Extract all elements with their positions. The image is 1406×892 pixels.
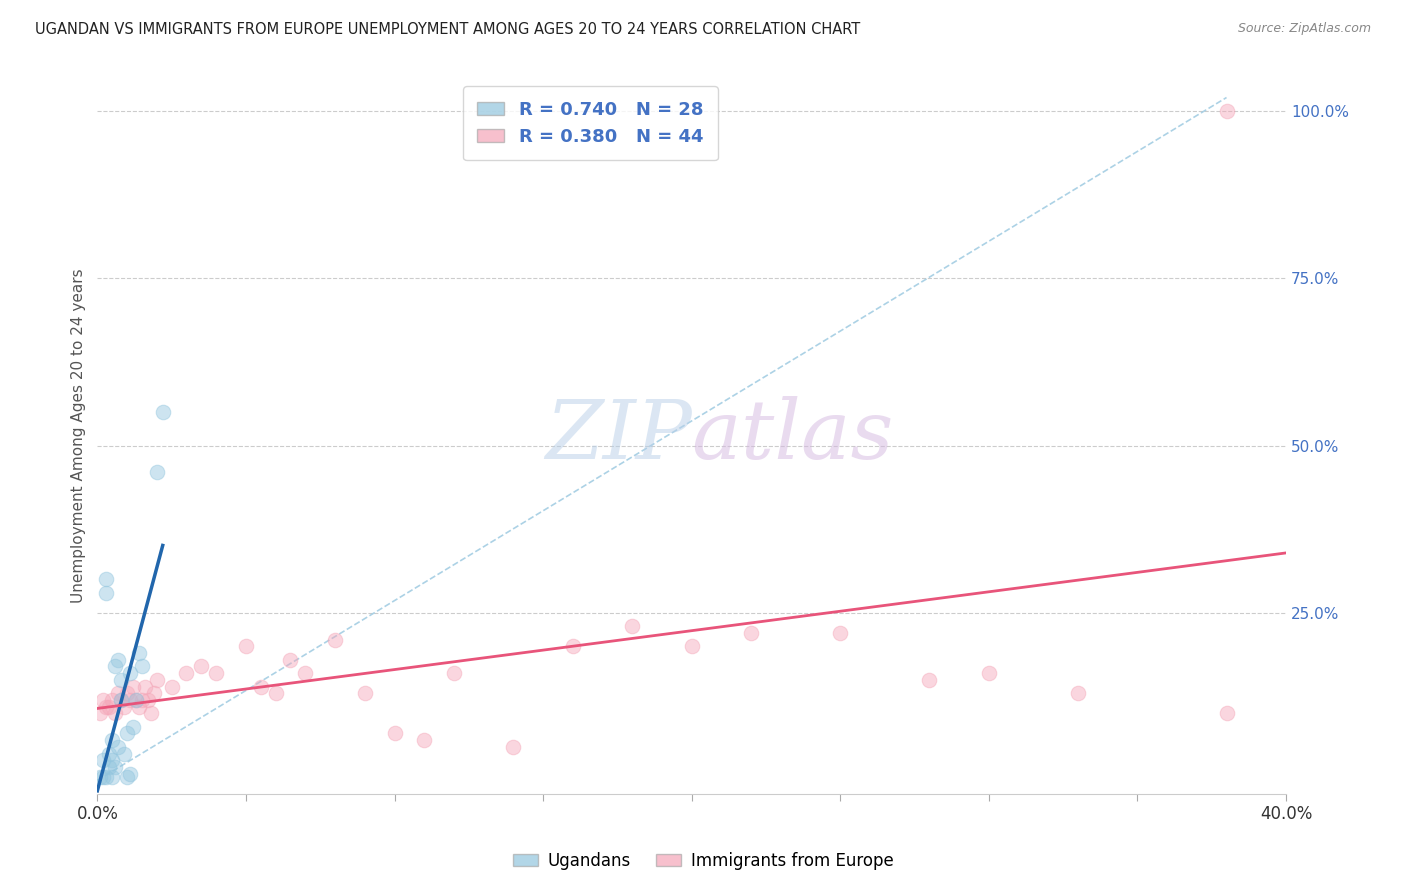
Point <box>128 646 150 660</box>
Point <box>1215 706 1237 721</box>
Point <box>101 770 124 784</box>
Point <box>96 699 118 714</box>
Point <box>125 693 148 707</box>
Text: atlas: atlas <box>692 395 894 475</box>
Point <box>107 686 129 700</box>
Point <box>112 699 135 714</box>
Point <box>128 699 150 714</box>
Point <box>160 680 183 694</box>
Point <box>91 770 114 784</box>
Point <box>91 753 114 767</box>
Point <box>280 653 302 667</box>
Point <box>96 770 118 784</box>
Point <box>146 673 169 687</box>
Point <box>104 659 127 673</box>
Point <box>353 686 375 700</box>
Text: Source: ZipAtlas.com: Source: ZipAtlas.com <box>1237 22 1371 36</box>
Point <box>118 766 141 780</box>
Y-axis label: Unemployment Among Ages 20 to 24 years: Unemployment Among Ages 20 to 24 years <box>72 268 86 603</box>
Point <box>98 747 121 761</box>
Point <box>122 680 145 694</box>
Point <box>323 632 346 647</box>
Point <box>118 693 141 707</box>
Point <box>107 653 129 667</box>
Point <box>413 733 436 747</box>
Point <box>115 770 138 784</box>
Point <box>235 640 257 654</box>
Point <box>249 680 271 694</box>
Point <box>96 586 118 600</box>
Point <box>205 666 228 681</box>
Point <box>740 626 762 640</box>
Point <box>146 466 169 480</box>
Point <box>152 405 174 419</box>
Text: UGANDAN VS IMMIGRANTS FROM EUROPE UNEMPLOYMENT AMONG AGES 20 TO 24 YEARS CORRELA: UGANDAN VS IMMIGRANTS FROM EUROPE UNEMPL… <box>35 22 860 37</box>
Point <box>110 693 132 707</box>
Point <box>136 693 159 707</box>
Point <box>1067 686 1090 700</box>
Point <box>125 693 148 707</box>
Point <box>98 699 121 714</box>
Point <box>134 680 156 694</box>
Point <box>122 720 145 734</box>
Point <box>131 659 153 673</box>
Point <box>131 693 153 707</box>
Point <box>561 640 583 654</box>
Point <box>89 706 111 721</box>
Point <box>621 619 644 633</box>
Point <box>830 626 852 640</box>
Point <box>115 686 138 700</box>
Point <box>89 770 111 784</box>
Point <box>112 747 135 761</box>
Point <box>104 760 127 774</box>
Point <box>1215 103 1237 118</box>
Point <box>190 659 212 673</box>
Point <box>110 673 132 687</box>
Point <box>176 666 198 681</box>
Point <box>107 739 129 754</box>
Point <box>118 666 141 681</box>
Point <box>101 753 124 767</box>
Text: ZIP: ZIP <box>544 395 692 475</box>
Legend: R = 0.740   N = 28, R = 0.380   N = 44: R = 0.740 N = 28, R = 0.380 N = 44 <box>463 87 718 161</box>
Point <box>110 693 132 707</box>
Point <box>139 706 162 721</box>
Point <box>294 666 316 681</box>
Point <box>101 693 124 707</box>
Point <box>104 706 127 721</box>
Legend: Ugandans, Immigrants from Europe: Ugandans, Immigrants from Europe <box>506 846 900 877</box>
Point <box>264 686 287 700</box>
Point <box>91 693 114 707</box>
Point <box>443 666 465 681</box>
Point <box>918 673 941 687</box>
Point <box>96 573 118 587</box>
Point <box>101 733 124 747</box>
Point <box>142 686 165 700</box>
Point <box>681 640 703 654</box>
Point <box>977 666 1000 681</box>
Point <box>115 726 138 740</box>
Point <box>384 726 406 740</box>
Point <box>502 739 524 754</box>
Point <box>98 760 121 774</box>
